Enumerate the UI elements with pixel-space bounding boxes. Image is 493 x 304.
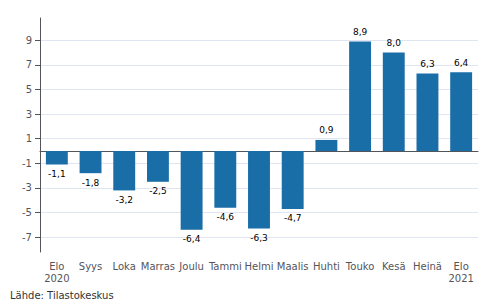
svg-text:Syys: Syys xyxy=(79,261,102,272)
svg-text:Kesä: Kesä xyxy=(382,261,406,272)
svg-text:-6,4: -6,4 xyxy=(183,234,201,244)
svg-text:Elo: Elo xyxy=(49,261,64,272)
svg-text:Touko: Touko xyxy=(345,261,374,272)
svg-text:6,3: 6,3 xyxy=(420,59,434,69)
svg-text:-3,2: -3,2 xyxy=(115,195,133,205)
svg-text:-4,7: -4,7 xyxy=(284,213,302,223)
svg-text:2021: 2021 xyxy=(448,273,473,284)
svg-text:0,9: 0,9 xyxy=(319,125,334,135)
svg-text:-1,8: -1,8 xyxy=(82,178,100,188)
svg-text:Joulu: Joulu xyxy=(178,261,204,272)
svg-text:-3: -3 xyxy=(22,182,32,193)
svg-text:-2,5: -2,5 xyxy=(149,186,167,196)
svg-text:-1,1: -1,1 xyxy=(48,169,66,179)
svg-text:9: 9 xyxy=(26,35,32,46)
svg-text:Heinä: Heinä xyxy=(413,261,442,272)
svg-text:5: 5 xyxy=(26,84,32,95)
svg-text:-4,6: -4,6 xyxy=(217,212,235,222)
svg-text:8,9: 8,9 xyxy=(353,27,368,37)
svg-text:1: 1 xyxy=(26,133,32,144)
svg-text:7: 7 xyxy=(26,59,32,70)
svg-text:Tammi: Tammi xyxy=(208,261,242,272)
svg-text:Lähde: Tilastokeskus: Lähde: Tilastokeskus xyxy=(10,290,114,301)
svg-text:3: 3 xyxy=(26,109,32,120)
svg-text:6,4: 6,4 xyxy=(454,58,469,68)
svg-text:-7: -7 xyxy=(22,232,32,243)
svg-text:-1: -1 xyxy=(22,158,32,169)
svg-text:2020: 2020 xyxy=(44,273,69,284)
svg-text:Maalis: Maalis xyxy=(277,261,309,272)
svg-text:8,0: 8,0 xyxy=(387,38,402,48)
svg-text:Elo: Elo xyxy=(454,261,469,272)
svg-text:-5: -5 xyxy=(22,207,32,218)
svg-text:Huhti: Huhti xyxy=(313,261,340,272)
svg-text:Loka: Loka xyxy=(113,261,136,272)
svg-text:-6,3: -6,3 xyxy=(250,233,268,243)
svg-text:Marras: Marras xyxy=(141,261,175,272)
svg-text:Helmi: Helmi xyxy=(245,261,274,272)
